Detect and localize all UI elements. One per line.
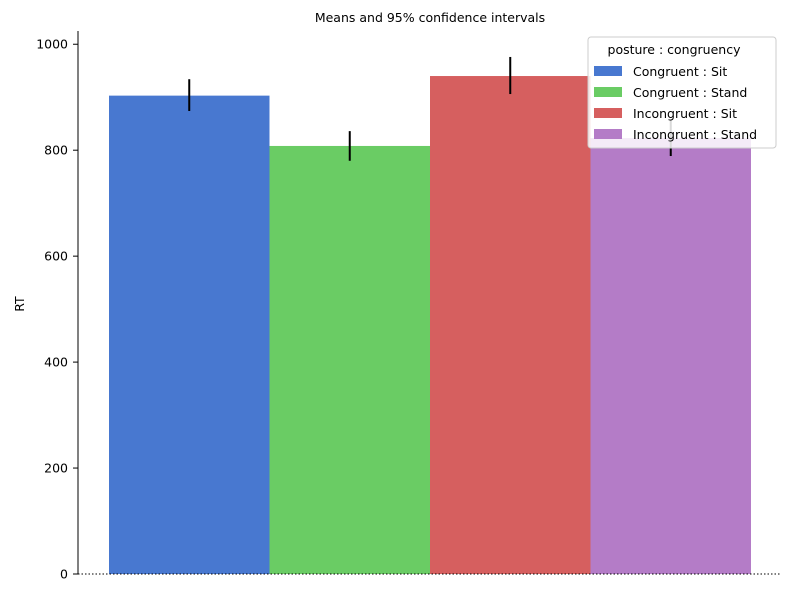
legend-swatch-2 xyxy=(594,108,622,118)
y-axis-ticks: 0 200 400 600 800 1000 xyxy=(36,37,78,582)
legend-box xyxy=(587,36,777,149)
y-tick-label-5: 1000 xyxy=(36,37,68,52)
chart-title: Means and 95% confidence intervals xyxy=(315,10,545,25)
bars xyxy=(109,76,751,574)
y-tick-label-2: 400 xyxy=(44,355,68,370)
legend-swatch-1 xyxy=(594,87,622,97)
legend: posture : congruency Congruent : SitCong… xyxy=(587,36,777,149)
bar-1 xyxy=(269,145,430,574)
bar-3 xyxy=(590,138,751,574)
legend-label-1: Congruent : Stand xyxy=(633,85,747,100)
bar-2 xyxy=(430,76,591,574)
y-tick-label-0: 0 xyxy=(60,567,68,582)
bar-0 xyxy=(109,95,270,574)
y-tick-label-3: 600 xyxy=(44,249,68,264)
legend-label-0: Congruent : Sit xyxy=(633,64,727,79)
legend-label-3: Incongruent : Stand xyxy=(633,127,757,142)
y-tick-label-4: 800 xyxy=(44,143,68,158)
legend-entries: Congruent : Sit Congruent : Stand Incongru… xyxy=(594,64,757,142)
y-axis-label: RT xyxy=(12,296,27,312)
legend-swatch-0 xyxy=(594,66,622,76)
legend-swatch-3 xyxy=(594,129,622,139)
legend-label-2: Incongruent : Sit xyxy=(633,106,737,121)
y-tick-label-1: 200 xyxy=(44,461,68,476)
legend-title: posture : congruency xyxy=(608,42,742,57)
